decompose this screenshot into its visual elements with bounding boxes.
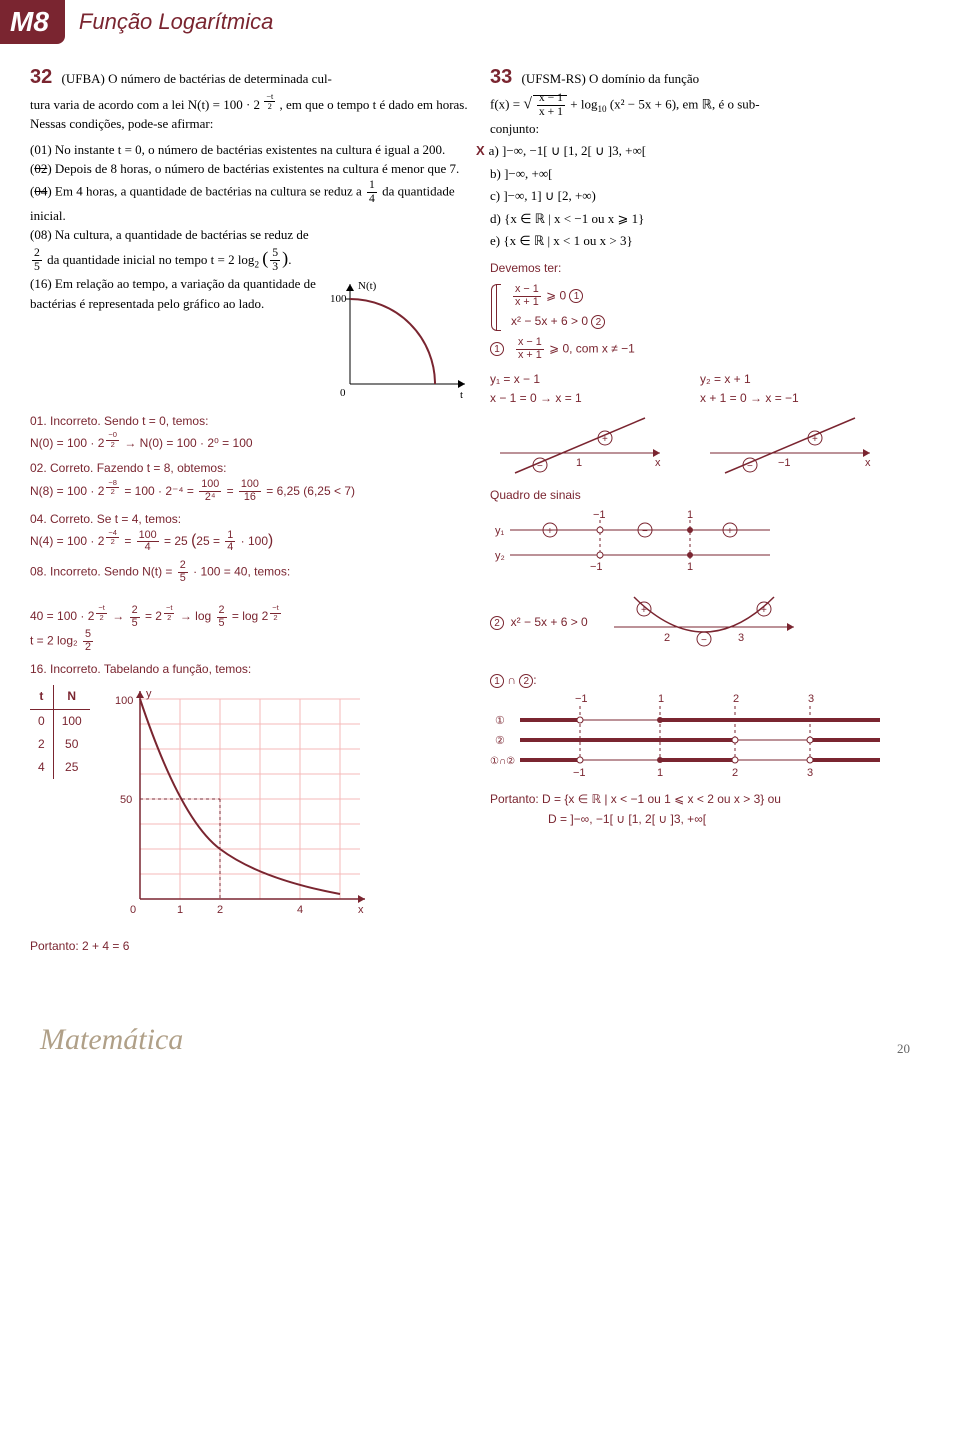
question-33: 33 (UFSM-RS) O domínio da função f(x) = … bbox=[490, 62, 930, 251]
svg-text:+: + bbox=[812, 434, 818, 445]
option-16: (16) Em relação ao tempo, a variação da … bbox=[30, 274, 322, 313]
svg-text:y₁: y₁ bbox=[495, 525, 505, 537]
text: tura varia de acordo com a lei N(t) = 10… bbox=[30, 97, 260, 112]
svg-text:−1: −1 bbox=[575, 693, 588, 705]
svg-text:①: ① bbox=[495, 715, 505, 727]
question-source: (UFBA) bbox=[62, 71, 105, 86]
text: Nessas condições, pode-se afirmar: bbox=[30, 116, 213, 131]
svg-text:②: ② bbox=[495, 735, 505, 747]
chapter-title: Função Logarítmica bbox=[79, 9, 273, 35]
svg-text:−1: −1 bbox=[590, 561, 603, 573]
svg-text:4: 4 bbox=[297, 904, 303, 916]
option-04: (04) Em 4 horas, a quantidade de bactéri… bbox=[30, 179, 470, 225]
svg-text:+: + bbox=[547, 526, 553, 537]
svg-text:+: + bbox=[727, 526, 733, 537]
line-graphs: y₁ = x − 1 x − 1 = 0 → x = 1 + − 1 x y₂ … bbox=[490, 370, 930, 478]
solution-32: 01. Incorreto. Sendo t = 0, temos: N(0) … bbox=[30, 412, 470, 957]
subject-logo: Matemática bbox=[40, 1023, 183, 1057]
svg-text:3: 3 bbox=[738, 632, 744, 644]
svg-text:x: x bbox=[865, 457, 871, 469]
svg-text:x: x bbox=[655, 457, 661, 469]
question-32: 32 (UFBA) O número de bactérias de deter… bbox=[30, 62, 470, 404]
svg-text:2: 2 bbox=[664, 632, 670, 644]
svg-text:t: t bbox=[460, 389, 463, 401]
svg-text:2: 2 bbox=[733, 693, 739, 705]
option-02: (02) Depois de 8 horas, o número de bact… bbox=[30, 159, 470, 179]
text: O domínio da função bbox=[589, 71, 699, 86]
svg-text:0: 0 bbox=[340, 387, 346, 399]
graph-quarter-circle: N(t) 100 t 0 bbox=[330, 274, 470, 404]
svg-text:2: 2 bbox=[217, 904, 223, 916]
svg-text:100: 100 bbox=[115, 695, 133, 707]
svg-text:1: 1 bbox=[687, 509, 693, 521]
svg-text:−1: −1 bbox=[593, 509, 606, 521]
svg-text:3: 3 bbox=[808, 693, 814, 705]
chapter-header: M8 Função Logarítmica bbox=[0, 0, 960, 44]
solution-33: Devemos ter: x − 1x + 1 ⩾ 0 1 x² − 5x + … bbox=[490, 259, 930, 829]
svg-text:−: − bbox=[642, 526, 648, 537]
option-08: (08) Na cultura, a quantidade de bactéri… bbox=[30, 225, 470, 274]
page-footer: Matemática 20 bbox=[0, 1013, 960, 1077]
svg-text:N(t): N(t) bbox=[358, 280, 377, 292]
question-number: 32 bbox=[30, 66, 52, 88]
question-source: (UFSM-RS) bbox=[522, 71, 586, 86]
svg-text:x: x bbox=[358, 904, 364, 916]
svg-text:50: 50 bbox=[120, 794, 132, 806]
right-column: 33 (UFSM-RS) O domínio da função f(x) = … bbox=[490, 62, 930, 963]
svg-text:−: − bbox=[537, 461, 543, 472]
exponential-decay-graph: y 100 50 0 1 2 4 x bbox=[110, 679, 370, 929]
svg-text:1: 1 bbox=[658, 693, 664, 705]
svg-text:0: 0 bbox=[130, 904, 136, 916]
svg-text:+: + bbox=[602, 434, 608, 445]
page-content: 32 (UFBA) O número de bactérias de deter… bbox=[0, 52, 960, 983]
svg-text:1: 1 bbox=[177, 904, 183, 916]
svg-text:−1: −1 bbox=[778, 457, 791, 469]
text: O número de bactérias de determinada cul… bbox=[108, 71, 332, 86]
svg-text:−1: −1 bbox=[573, 767, 586, 779]
svg-text:y₂: y₂ bbox=[495, 550, 505, 562]
svg-text:100: 100 bbox=[330, 293, 347, 305]
svg-text:2: 2 bbox=[732, 767, 738, 779]
page-number: 20 bbox=[897, 1041, 910, 1057]
svg-text:+: + bbox=[641, 605, 647, 616]
sign-table: −1 1 y₁ y₂ + − + −1 1 bbox=[490, 505, 790, 575]
question-number: 33 bbox=[490, 66, 512, 88]
svg-text:−: − bbox=[701, 635, 707, 646]
svg-text:①∩②: ①∩② bbox=[490, 756, 515, 767]
intersection-diagram: −1 1 2 3 ① ② bbox=[490, 690, 890, 780]
option-01: (01) No instante t = 0, o número de bact… bbox=[30, 140, 470, 160]
svg-text:−: − bbox=[747, 461, 753, 472]
chapter-badge: M8 bbox=[0, 0, 65, 44]
svg-text:1: 1 bbox=[576, 457, 582, 469]
svg-text:3: 3 bbox=[807, 767, 813, 779]
svg-text:1: 1 bbox=[687, 561, 693, 573]
parabola-sign: + + − 2 3 bbox=[604, 587, 804, 657]
svg-text:+: + bbox=[761, 605, 767, 616]
left-column: 32 (UFBA) O número de bactérias de deter… bbox=[30, 62, 470, 963]
svg-text:1: 1 bbox=[657, 767, 663, 779]
text: , em que o tempo t é dado em horas. bbox=[280, 97, 468, 112]
function-table: tN 0100 250 425 bbox=[30, 685, 90, 779]
options-list: Xa) ]−∞, −1[ ∪ [1, 2[ ∪ ]3, +∞[ b) ]−∞, … bbox=[476, 141, 930, 251]
svg-text:y: y bbox=[146, 688, 152, 700]
